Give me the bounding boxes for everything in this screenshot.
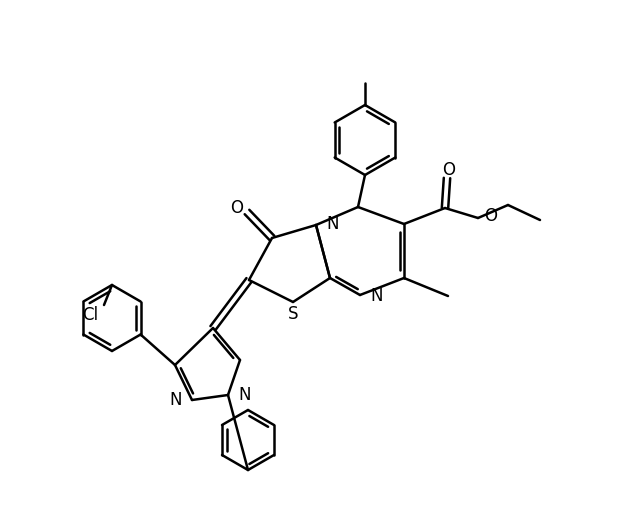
Text: N: N [170,391,182,409]
Text: Cl: Cl [82,306,98,324]
Text: N: N [326,215,339,233]
Text: N: N [370,287,383,305]
Text: O: O [230,199,243,217]
Text: O: O [484,207,497,225]
Text: S: S [288,305,298,323]
Text: N: N [238,386,250,404]
Text: O: O [442,161,456,179]
